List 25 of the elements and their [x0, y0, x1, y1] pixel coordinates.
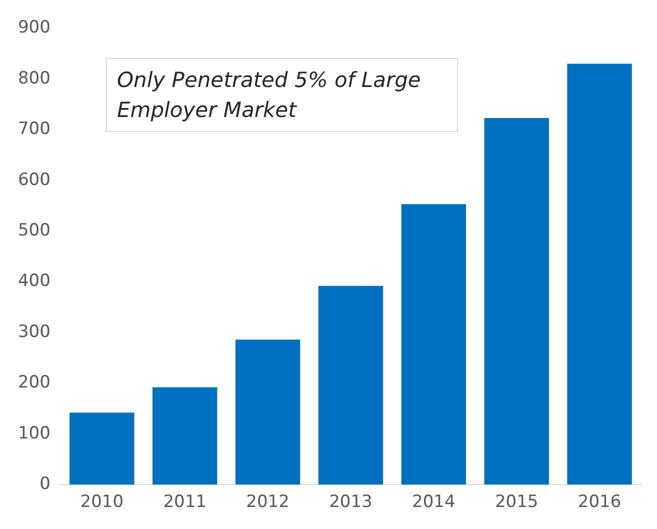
x-tick-label: 2013 [329, 492, 372, 512]
y-tick-label: 900 [18, 18, 50, 38]
bar [318, 286, 384, 485]
bar [401, 204, 466, 485]
y-tick-label: 700 [18, 119, 50, 140]
bar [152, 387, 218, 485]
x-tick-label: 2015 [494, 492, 538, 512]
bar [235, 340, 300, 485]
x-tick-label: 2011 [163, 492, 206, 512]
bar [567, 64, 632, 485]
y-tick-label: 600 [18, 170, 50, 190]
bar [484, 118, 549, 485]
x-tick-label: 2010 [80, 492, 124, 512]
y-tick-label: 200 [18, 372, 50, 393]
y-tick-label: 300 [18, 322, 50, 342]
bar [70, 412, 134, 485]
x-tick-label: 2012 [246, 492, 290, 512]
y-tick-label: 100 [18, 423, 50, 444]
x-tick-label: 2014 [412, 492, 456, 512]
annotation: Only Penetrated 5% of Large Employer Market [106, 58, 458, 132]
y-tick-label: 500 [18, 220, 50, 240]
y-tick-label: 0 [40, 474, 50, 494]
x-tick-label: 2016 [578, 492, 622, 512]
y-tick-label: 800 [18, 68, 50, 88]
y-tick-label: 400 [18, 271, 50, 292]
